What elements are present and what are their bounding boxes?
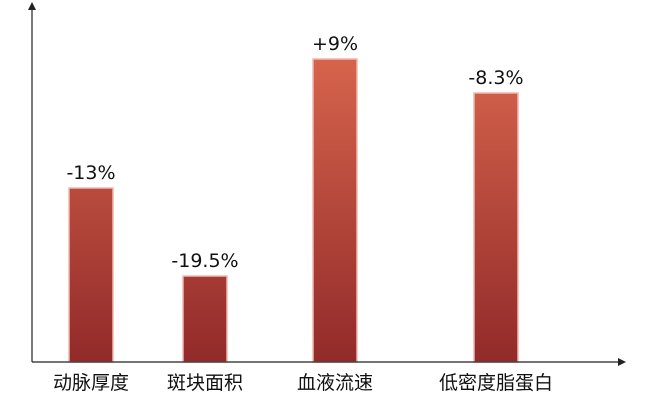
bars-group (68, 58, 519, 363)
data-label: -19.5% (171, 250, 238, 272)
bar-2 (182, 275, 228, 363)
bar-1 (68, 187, 114, 363)
x-tick-label: 动脉厚度 (53, 372, 129, 394)
x-tick-label: 血液流速 (297, 372, 373, 394)
bar-4 (473, 92, 519, 363)
x-tick-label: 低密度脂蛋白 (439, 372, 553, 394)
bar-3 (312, 58, 358, 363)
data-label: -8.3% (468, 67, 523, 89)
y-axis-arrow-icon (28, 2, 36, 10)
x-axis-arrow-icon (618, 358, 626, 366)
x-tick-label: 斑块面积 (167, 372, 243, 394)
data-label: +9% (312, 33, 358, 55)
data-label: -13% (66, 162, 115, 184)
